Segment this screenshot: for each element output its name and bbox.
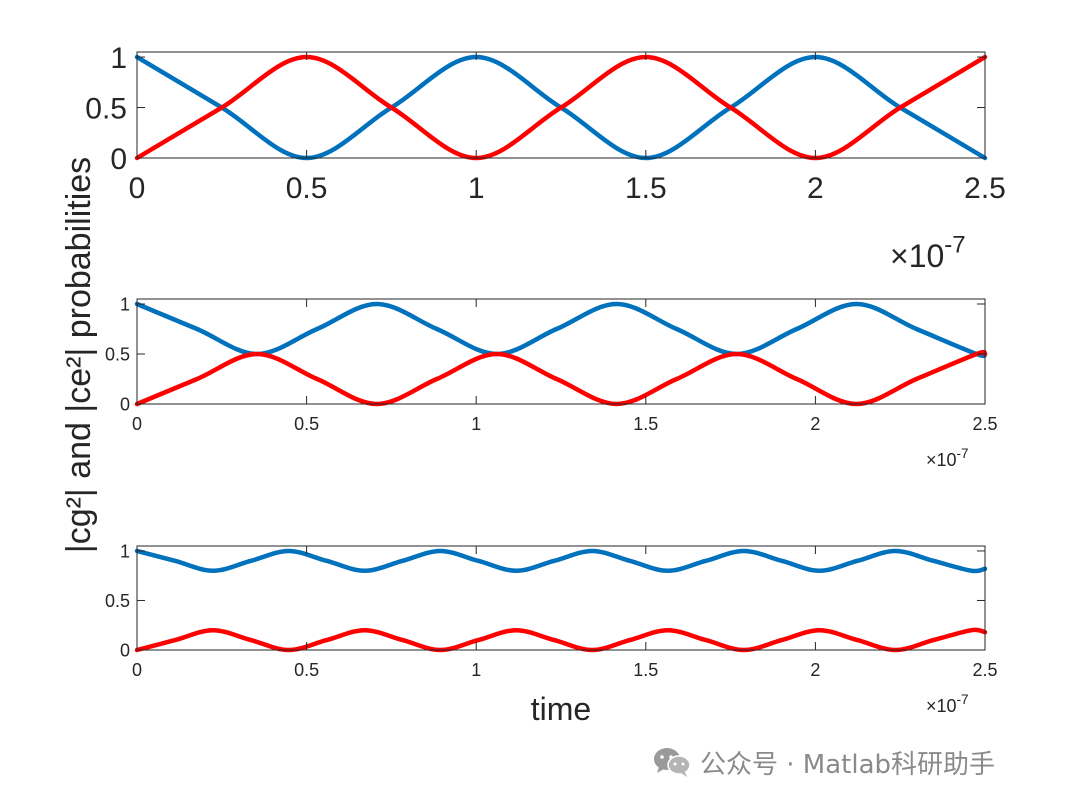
subplot-2-series-cg-line (134, 301, 988, 359)
subplot-2-x-exponent-label: ×10-7 (926, 446, 969, 470)
subplot-3-series-ce-line (134, 627, 988, 653)
subplot-1-x-tick-label: 1 (468, 172, 485, 205)
subplot-3-x-exponent-label: ×10-7 (926, 692, 969, 716)
subplot-2-y-tick-label: 0.5 (105, 344, 130, 364)
subplot-2-x-tick-label: 2.5 (972, 414, 997, 434)
subplot-3-axes-box (136, 545, 986, 651)
subplot-1-y-tick-label: 1 (110, 42, 127, 75)
subplot-2-y-tick-label: 0 (120, 394, 130, 414)
subplot-3-series-cg-line (134, 548, 988, 574)
subplot-3-x-tick-label: 2 (810, 660, 820, 680)
subplot-3-x-tick-label: 0.5 (294, 660, 319, 680)
subplot-3-x-tick-label: 0 (132, 660, 142, 680)
subplot-1-x-tick-label: 2.5 (964, 172, 1006, 205)
x-axis-label: time (531, 691, 591, 727)
subplot-1-x-tick-label: 0.5 (286, 172, 328, 205)
subplot-2-x-tick-label: 0.5 (294, 414, 319, 434)
subplot-3-y-tick-label: 0.5 (105, 591, 130, 611)
subplot-3: 0 0.5 1 1.5 2 2.5 0 0.5 1 ×10-7 (105, 541, 998, 716)
watermark-text: 公众号 · Matlab科研助手 (700, 749, 996, 780)
subplot-2-x-tick-label: 1 (471, 414, 481, 434)
subplot-1-x-exponent-label: ×10-7 (890, 232, 966, 274)
watermark: 公众号 · Matlab科研助手 (652, 744, 995, 780)
subplot-1-x-tick-label: 0 (129, 172, 146, 205)
subplot-1-y-tick-label: 0 (110, 143, 127, 176)
subplot-3-x-tick-label: 2.5 (972, 660, 997, 680)
subplot-3-y-tick-label: 1 (120, 541, 130, 561)
subplot-2-y-tick-label: 1 (120, 294, 130, 314)
subplot-2-x-tick-label: 0 (132, 414, 142, 434)
y-axis-label: |cg²| and |ce²| probabilities (60, 157, 98, 553)
subplot-3-x-tick-label: 1 (471, 660, 481, 680)
subplot-2-axes-box (136, 298, 986, 405)
subplot-1: 0 0.5 1 1.5 2 2.5 0 0.5 1 ×10-7 (85, 42, 1006, 274)
subplot-2-x-tick-label: 1.5 (633, 414, 658, 434)
subplot-3-x-tick-label: 1.5 (633, 660, 658, 680)
subplot-1-y-tick-label: 0.5 (85, 92, 127, 125)
subplot-1-x-tick-label: 2 (807, 172, 824, 205)
subplot-3-y-tick-label: 0 (120, 640, 130, 660)
subplot-1-axes-box (136, 51, 986, 159)
subplot-2: 0 0.5 1 1.5 2 2.5 0 0.5 1 ×10-7 (105, 294, 998, 470)
subplot-1-series-ce-line (134, 54, 988, 161)
subplot-2-series-ce-line (134, 349, 988, 407)
subplot-1-x-tick-label: 1.5 (625, 172, 667, 205)
subplots: 0 0.5 1 1.5 2 2.5 0 0.5 1 ×10-7 0 0.5 1 1.5 2 2.5 0 0.5 1 ×… (85, 42, 1006, 716)
subplot-2-x-tick-label: 2 (810, 414, 820, 434)
wechat-icon (654, 748, 691, 777)
